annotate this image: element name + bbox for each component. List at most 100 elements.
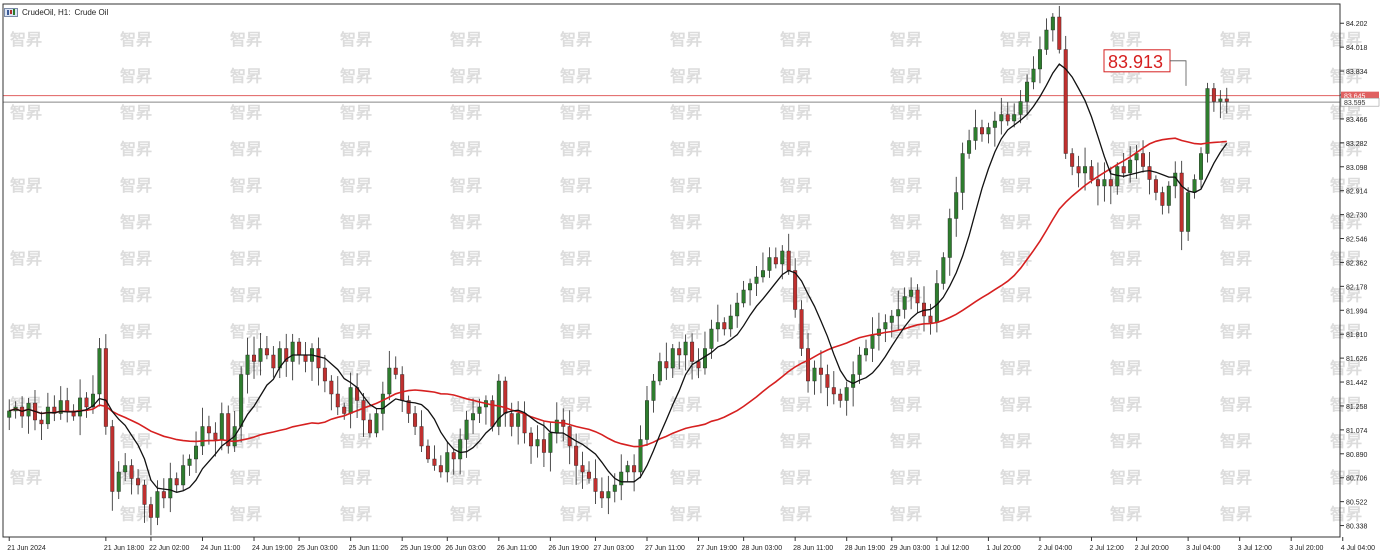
watermark: 智昇 xyxy=(1000,468,1032,487)
candle-body xyxy=(799,309,804,349)
watermark: 智昇 xyxy=(890,30,922,49)
candle-body xyxy=(413,413,418,427)
y-tick-label: 83.834 xyxy=(1346,69,1368,76)
watermark: 智昇 xyxy=(120,505,152,524)
watermark: 智昇 xyxy=(450,505,482,524)
watermark: 智昇 xyxy=(450,359,482,378)
candle-body xyxy=(496,380,501,427)
symbol-label: CrudeOil, H1: xyxy=(22,7,71,17)
watermark: 智昇 xyxy=(120,468,152,487)
x-tick-label: 28 Jun 19:00 xyxy=(845,545,886,552)
candle-body xyxy=(1063,49,1068,154)
watermark: 智昇 xyxy=(560,30,592,49)
candle-body xyxy=(258,348,263,362)
candle-body xyxy=(142,484,147,505)
candle-body xyxy=(1083,166,1088,174)
watermark: 智昇 xyxy=(10,103,42,122)
candle-body xyxy=(980,127,984,135)
candle-body xyxy=(1012,114,1017,122)
x-tick-label: 25 Jun 03:00 xyxy=(297,545,338,552)
watermark: 智昇 xyxy=(670,432,702,451)
x-tick-label: 26 Jun 19:00 xyxy=(548,545,589,552)
watermark: 智昇 xyxy=(1110,213,1142,232)
y-tick-label: 84.202 xyxy=(1346,21,1368,28)
candle-body xyxy=(1160,192,1165,206)
candle-body xyxy=(194,445,199,460)
watermark: 智昇 xyxy=(120,30,152,49)
candle-body xyxy=(78,397,83,417)
watermark: 智昇 xyxy=(890,213,922,232)
candle-body xyxy=(548,432,553,453)
candle-body xyxy=(793,270,798,310)
candle-body xyxy=(271,354,276,369)
candle-body xyxy=(773,257,778,265)
candle-body xyxy=(1179,172,1184,232)
watermark: 智昇 xyxy=(560,322,592,341)
watermark: 智昇 xyxy=(1220,468,1252,487)
watermark: 智昇 xyxy=(1330,213,1362,232)
price-tag-upper-label: 83.645 xyxy=(1344,94,1366,101)
watermark: 智昇 xyxy=(780,140,812,159)
watermark: 智昇 xyxy=(340,468,372,487)
candle-body xyxy=(876,328,881,336)
watermark: 智昇 xyxy=(1330,140,1362,159)
y-tick-label: 81.994 xyxy=(1346,308,1368,315)
watermark: 智昇 xyxy=(1220,359,1252,378)
watermark: 智昇 xyxy=(670,176,702,195)
y-tick-label: 80.338 xyxy=(1346,524,1368,531)
candle-body xyxy=(593,478,598,492)
candle-body xyxy=(187,458,192,466)
watermark: 智昇 xyxy=(120,176,152,195)
watermark: 智昇 xyxy=(120,103,152,122)
candle-body xyxy=(806,348,811,382)
watermark: 智昇 xyxy=(340,213,372,232)
candle-body xyxy=(303,354,308,362)
watermark: 智昇 xyxy=(120,213,152,232)
x-tick-label: 1 Jul 20:00 xyxy=(986,545,1020,552)
watermark: 智昇 xyxy=(1000,213,1032,232)
watermark: 智昇 xyxy=(560,140,592,159)
plot-frame xyxy=(2,3,1341,538)
chart-type-icon[interactable] xyxy=(4,7,18,17)
candle-body xyxy=(735,302,740,317)
watermark: 智昇 xyxy=(560,213,592,232)
y-tick-label: 81.626 xyxy=(1346,356,1368,363)
watermark: 智昇 xyxy=(560,286,592,305)
watermark: 智昇 xyxy=(340,359,372,378)
watermark: 智昇 xyxy=(1330,176,1362,195)
watermark: 智昇 xyxy=(780,103,812,122)
candle-body xyxy=(702,348,707,369)
candle-body xyxy=(432,458,437,466)
candle-body xyxy=(851,374,856,388)
watermark: 智昇 xyxy=(1220,103,1252,122)
candle-body xyxy=(368,419,372,434)
candle-body xyxy=(380,393,385,414)
candle-body xyxy=(580,465,585,473)
candle-body xyxy=(1108,179,1113,187)
watermark: 智昇 xyxy=(120,286,152,305)
candle-body xyxy=(284,348,289,362)
candle-body xyxy=(200,426,205,447)
watermark: 智昇 xyxy=(10,468,42,487)
watermark: 智昇 xyxy=(670,67,702,86)
candle-body xyxy=(1205,88,1210,154)
watermark: 智昇 xyxy=(780,432,812,451)
candle-body xyxy=(129,465,134,479)
x-tick-label: 27 Jun 19:00 xyxy=(697,545,738,552)
watermark: 智昇 xyxy=(230,103,262,122)
watermark: 智昇 xyxy=(890,176,922,195)
watermark: 智昇 xyxy=(670,213,702,232)
watermark: 智昇 xyxy=(890,249,922,268)
watermark: 智昇 xyxy=(1110,432,1142,451)
watermark: 智昇 xyxy=(890,67,922,86)
candle-body xyxy=(612,484,617,492)
symbol-description: Crude Oil xyxy=(74,7,109,17)
watermark: 智昇 xyxy=(780,30,812,49)
candle-body xyxy=(445,452,450,473)
candle-body xyxy=(1121,166,1126,174)
watermark: 智昇 xyxy=(560,176,592,195)
chart-header: CrudeOil, H1: Crude Oil xyxy=(4,5,108,19)
candle-body xyxy=(458,439,463,460)
x-tick-label: 2 Jul 12:00 xyxy=(1089,545,1123,552)
